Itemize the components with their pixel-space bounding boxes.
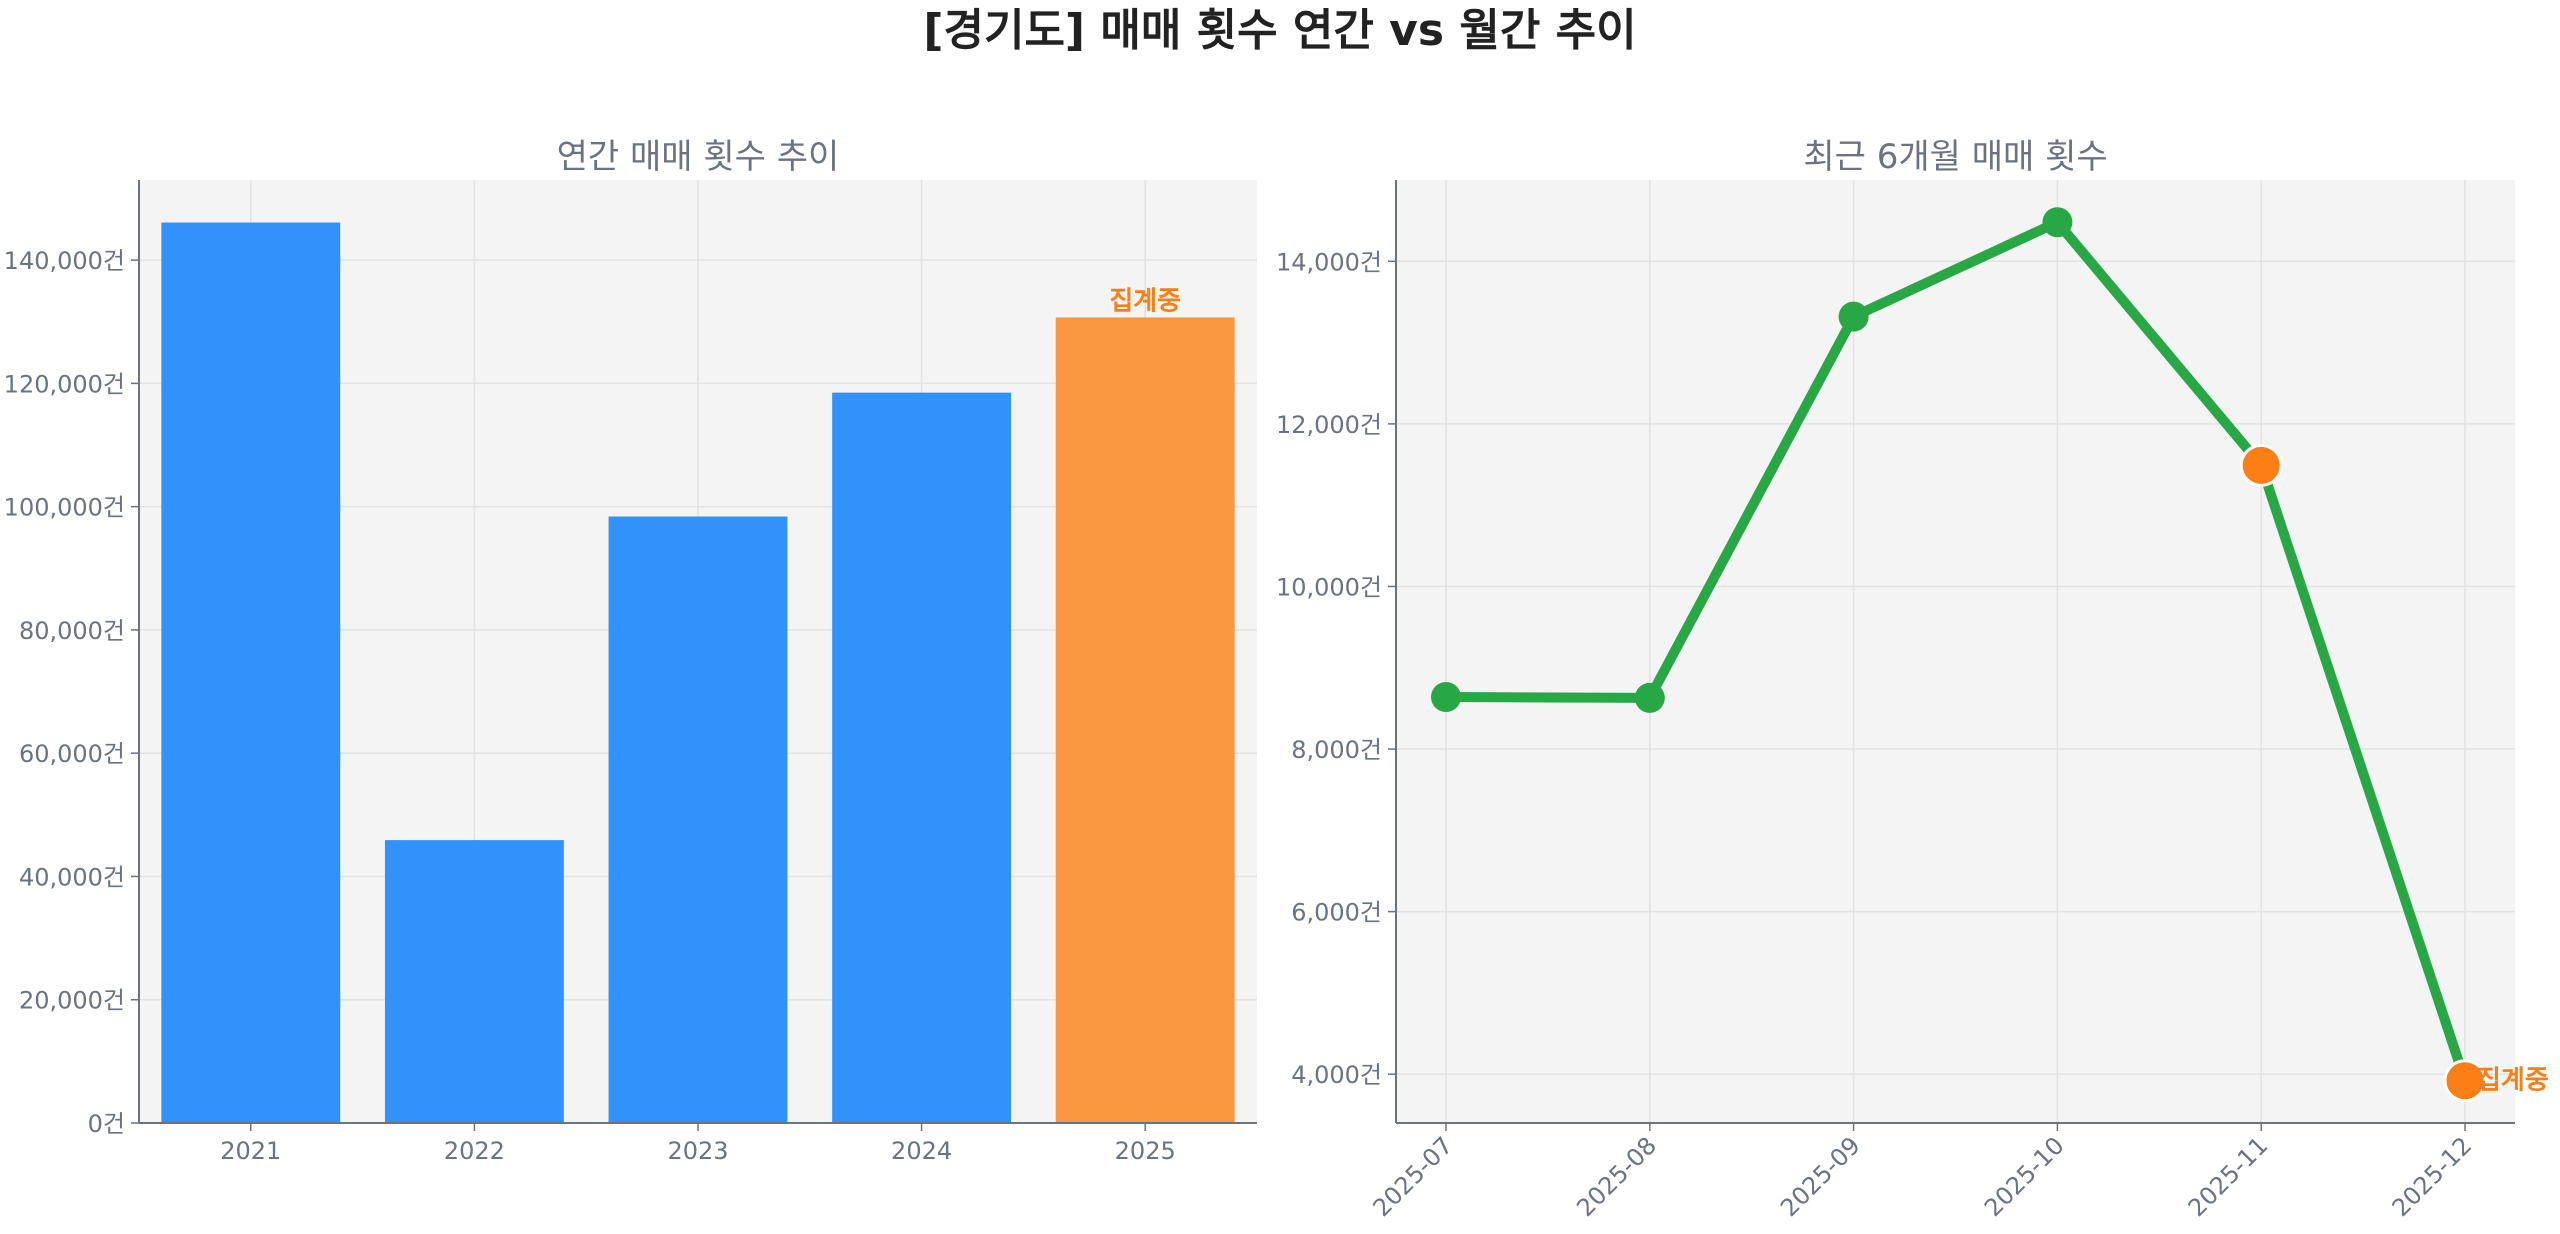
y-tick-label: 80,000건 <box>19 617 125 645</box>
x-tick-label: 2024 <box>891 1137 952 1165</box>
x-tick-label: 2025 <box>1115 1137 1176 1165</box>
x-tick-label: 2025-08 <box>1571 1131 1662 1222</box>
bar-2022 <box>384 840 564 1123</box>
x-tick-label: 2022 <box>444 1137 505 1165</box>
annual-bar-chart: 0건 20,000건 40,000건 60,000건 80,000건 100,000건 12… <box>4 137 1257 1165</box>
y-tick-label: 40,000건 <box>19 863 125 891</box>
y-tick-label: 20,000건 <box>19 987 125 1015</box>
x-tick-label: 2025-12 <box>2387 1131 2478 1222</box>
plot-background <box>1396 180 2515 1123</box>
partial-annotation: 집계중 <box>1109 286 1181 316</box>
series-line <box>1445 217 2470 1083</box>
y-tick-label: 8,000건 <box>1291 736 1382 764</box>
y-tick-label: 60,000건 <box>19 740 125 768</box>
figure-title: [경기도] 매매 횟수 연간 vs 월간 추이 <box>923 5 1636 56</box>
y-tick-label: 14,000건 <box>1276 248 1382 276</box>
chart-title: 연간 매매 횟수 추이 <box>557 137 840 177</box>
y-tick-label: 4,000건 <box>1291 1061 1382 1089</box>
bar-2023 <box>608 516 788 1123</box>
y-tick-label: 12,000건 <box>1276 411 1382 439</box>
y-tick-label: 0건 <box>88 1110 125 1138</box>
partial-point-2025-11 <box>2239 443 2283 487</box>
y-tick-label: 120,000건 <box>4 370 125 398</box>
data-point-2025-07 <box>1431 682 1461 713</box>
monthly-line-chart: 4,000건 6,000건 8,000건 10,000건 12,000건 14,000건 최… <box>1276 137 2549 1222</box>
x-tick-label: 2025-09 <box>1775 1131 1866 1222</box>
chart-title: 최근 6개월 매매 횟수 <box>1803 137 2107 177</box>
partial-annotation: 집계중 <box>2477 1066 2549 1096</box>
data-point-2025-10 <box>2042 207 2073 238</box>
x-tick-label: 2025-11 <box>2183 1131 2274 1222</box>
x-tick-label: 2023 <box>667 1137 728 1165</box>
x-tick-label: 2021 <box>220 1137 281 1165</box>
data-point-2025-08 <box>1634 682 1665 713</box>
y-tick-label: 6,000건 <box>1291 899 1382 927</box>
bar-2025 <box>1055 317 1235 1123</box>
y-tick-label: 10,000건 <box>1276 573 1382 601</box>
y-tick-label: 100,000건 <box>4 494 125 522</box>
y-tick-label: 140,000건 <box>4 247 125 275</box>
data-point-2025-09 <box>1838 301 1869 332</box>
bar-2024 <box>832 392 1012 1123</box>
x-tick-label: 2025-07 <box>1368 1131 1459 1222</box>
partial-point-2025-12 <box>2443 1059 2487 1103</box>
bar-2021 <box>161 222 341 1123</box>
x-tick-label: 2025-10 <box>1979 1131 2070 1222</box>
